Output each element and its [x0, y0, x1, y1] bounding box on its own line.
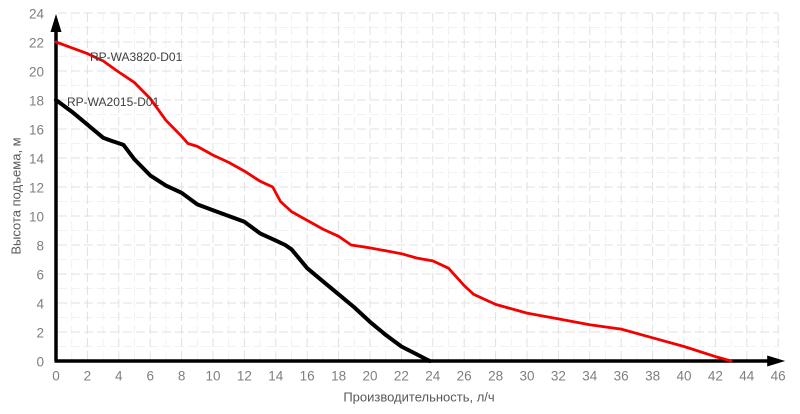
x-tick-label: 36	[614, 369, 629, 384]
y-tick-label: 24	[29, 7, 45, 22]
series-line-rp-wa3820-d01	[54, 40, 733, 363]
x-tick-label: 8	[178, 369, 186, 384]
y-axis-title: Высота подъема, м	[8, 137, 24, 255]
y-tick-label: 16	[29, 123, 44, 138]
x-tick-label: 18	[331, 369, 346, 384]
y-tick-label: 20	[29, 65, 44, 80]
x-tick-label: 40	[676, 369, 691, 384]
x-tick-label: 2	[84, 369, 92, 384]
x-tick-label: 26	[457, 369, 472, 384]
x-tick-label: 20	[362, 369, 377, 384]
x-tick-label: 38	[645, 369, 660, 384]
x-tick-label: 34	[582, 369, 598, 384]
y-tick-label: 8	[36, 239, 44, 254]
x-tick-label: 16	[300, 369, 315, 384]
x-tick-label: 24	[425, 369, 441, 384]
series-label-rp-wa3820-d01: RP-WA3820-D01	[90, 50, 183, 64]
y-tick-label: 14	[29, 152, 45, 167]
y-tick-label: 2	[36, 326, 44, 341]
y-tick-label: 6	[36, 268, 44, 283]
x-tick-label: 44	[739, 369, 755, 384]
x-tick-label: 46	[771, 369, 786, 384]
series-label-rp-wa2015-d01: RP-WA2015-D01	[67, 95, 160, 109]
x-tick-label: 6	[146, 369, 154, 384]
y-tick-label: 12	[29, 181, 44, 196]
x-tick-label: 42	[708, 369, 723, 384]
x-tick-label: 22	[394, 369, 409, 384]
y-axis-arrow	[50, 14, 62, 32]
y-tick-label: 4	[36, 297, 44, 312]
x-tick-label: 4	[115, 369, 123, 384]
x-axis-arrow	[767, 355, 786, 367]
x-axis-title: Производительность, л/ч	[343, 389, 495, 405]
x-tick-label: 10	[205, 369, 220, 384]
x-tick-label: 14	[268, 369, 284, 384]
x-tick-label: 28	[488, 369, 503, 384]
x-tick-label: 32	[551, 369, 566, 384]
y-tick-label: 22	[29, 36, 44, 51]
y-tick-label: 18	[29, 94, 44, 109]
x-tick-label: 30	[519, 369, 534, 384]
x-tick-label: 12	[237, 369, 252, 384]
y-tick-label: 0	[36, 355, 44, 370]
y-tick-label: 10	[29, 210, 44, 225]
series-line-rp-wa2015-d01	[54, 98, 432, 363]
x-tick-label: 0	[52, 369, 60, 384]
